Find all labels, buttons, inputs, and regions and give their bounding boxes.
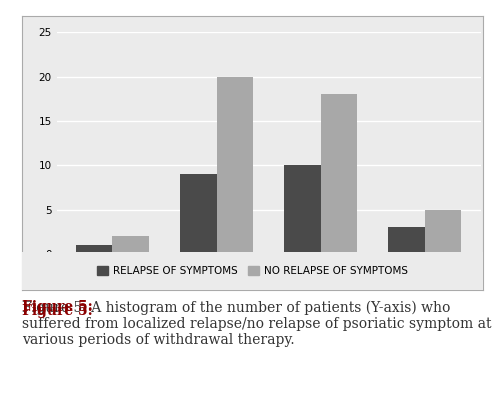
Text: Figure 5: A histogram of the number of patients (Y-axis) who suffered from local: Figure 5: A histogram of the number of p… <box>22 300 492 347</box>
Bar <box>284 165 321 254</box>
Bar <box>216 77 253 254</box>
Text: Figure 5:: Figure 5: <box>22 300 93 314</box>
Bar <box>425 210 461 254</box>
Bar <box>76 245 112 254</box>
Bar <box>321 94 357 254</box>
Bar <box>388 227 425 254</box>
Legend: RELAPSE OF SYMPTOMS, NO RELAPSE OF SYMPTOMS: RELAPSE OF SYMPTOMS, NO RELAPSE OF SYMPT… <box>93 262 412 280</box>
Bar <box>112 236 149 254</box>
Bar <box>180 174 216 254</box>
Text: Figure 5:: Figure 5: <box>22 304 93 318</box>
